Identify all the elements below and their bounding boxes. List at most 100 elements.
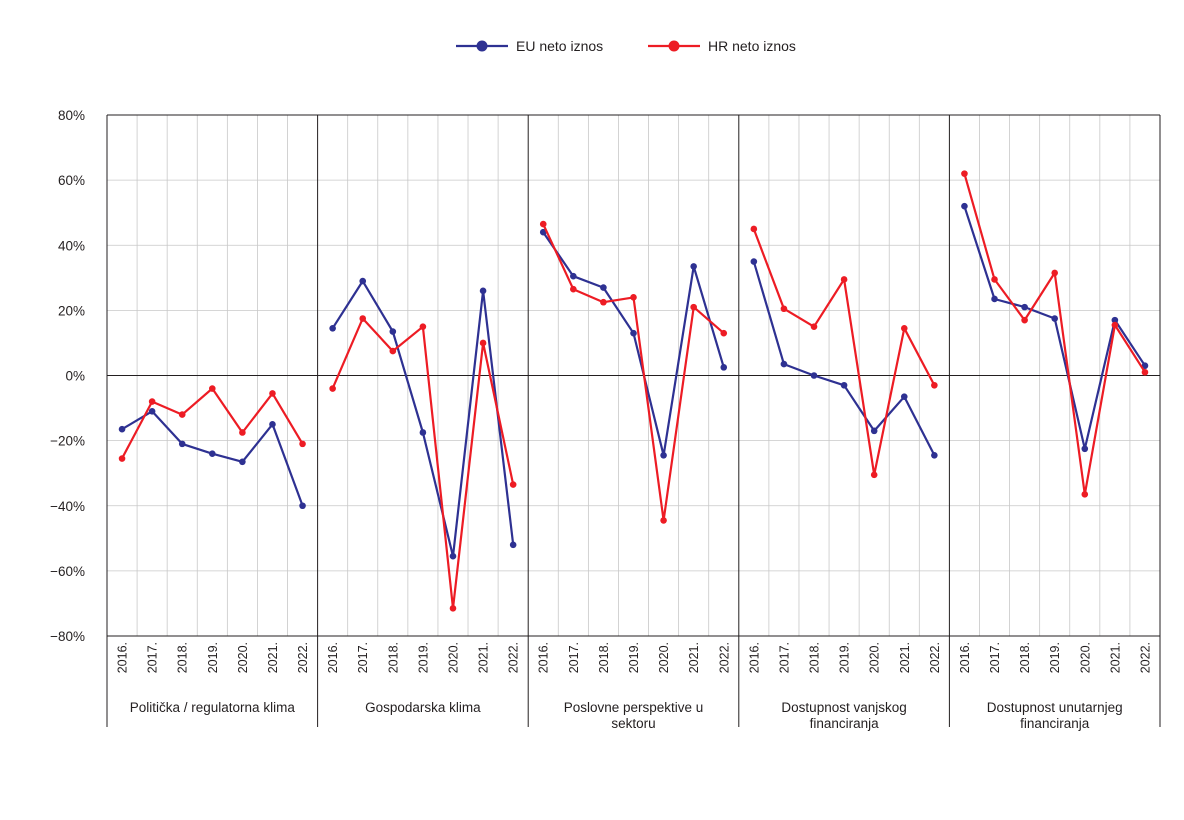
legend-hr-label: HR neto iznos <box>708 38 796 54</box>
x-tick-label: 2017. <box>146 642 160 673</box>
data-point-eu <box>961 202 968 210</box>
group-label: financiranja <box>1020 716 1090 731</box>
data-point-eu <box>931 451 938 459</box>
y-tick-label: 80% <box>58 108 85 123</box>
data-point-hr <box>1081 491 1089 498</box>
x-tick-label: 2016. <box>116 642 130 673</box>
series-line-hr <box>331 317 515 610</box>
x-tick-label: 2021. <box>1108 642 1122 673</box>
series-line-eu <box>963 205 1146 450</box>
data-point-eu <box>600 284 607 291</box>
series-line-hr <box>542 223 725 522</box>
x-axis-ticks: 2016. 2017. 2018. 2019. 2020. 2021. 2022. 2016.… <box>116 642 1153 673</box>
legend-eu-label: EU neto iznos <box>516 38 603 54</box>
data-point-hr <box>961 170 968 177</box>
x-tick-label: 2019. <box>206 642 220 673</box>
y-tick-label: −20% <box>50 434 85 449</box>
x-tick-label: 2019. <box>627 642 641 673</box>
data-point-eu <box>419 429 427 436</box>
data-point-eu <box>1111 316 1119 324</box>
group-label: Dostupnost vanjskog <box>781 700 906 715</box>
data-point-hr <box>178 411 186 418</box>
data-point-eu <box>720 364 728 371</box>
data-point-eu <box>1021 303 1028 311</box>
data-point-hr <box>780 305 788 313</box>
data-point-hr <box>931 381 938 389</box>
data-point-eu <box>299 502 306 510</box>
series-line-eu <box>331 280 515 558</box>
y-tick-label: 20% <box>58 303 85 318</box>
data-point-eu <box>1051 315 1058 322</box>
data-point-hr <box>209 385 216 392</box>
group-label: Dostupnost unutarnjeg <box>987 700 1123 715</box>
x-tick-label: 2018. <box>597 642 611 673</box>
y-tick-label: −40% <box>50 499 85 514</box>
data-point-eu <box>660 451 667 459</box>
group-label: sektoru <box>611 716 655 731</box>
data-point-eu <box>780 360 788 368</box>
data-point-eu <box>1081 445 1089 453</box>
x-tick-label: 2021. <box>687 642 701 673</box>
x-tick-label: 2016. <box>326 642 340 673</box>
data-point-eu <box>539 228 547 236</box>
data-point-eu <box>239 458 246 466</box>
y-axis-ticks: 80% 60% 40% 20% 0% −20% −40% −60% −80% <box>50 108 85 644</box>
data-point-eu <box>389 328 397 335</box>
data-point-eu <box>840 381 848 389</box>
data-point-hr <box>479 339 487 347</box>
x-tick-label: 2022. <box>1138 642 1152 673</box>
data-point-hr <box>359 315 367 322</box>
data-point-eu <box>329 324 336 332</box>
data-point-hr <box>991 276 998 283</box>
data-point-hr <box>1111 321 1119 329</box>
axes <box>106 114 1161 727</box>
x-tick-label: 2017. <box>988 642 1002 673</box>
data-point-hr <box>900 324 908 332</box>
data-point-hr <box>690 303 697 311</box>
legend-eu-marker <box>476 40 488 52</box>
series-lines <box>118 170 1149 612</box>
series-line-eu <box>752 261 936 456</box>
x-tick-label: 2021. <box>477 642 491 673</box>
data-point-hr <box>570 285 577 293</box>
data-point-hr <box>389 347 397 355</box>
data-point-hr <box>148 398 156 405</box>
data-point-hr <box>419 323 427 330</box>
data-point-hr <box>329 385 336 392</box>
data-point-eu <box>750 258 758 265</box>
data-point-hr <box>299 440 306 448</box>
x-tick-label: 2016. <box>537 642 551 673</box>
data-point-eu <box>359 277 367 285</box>
data-point-hr <box>750 225 758 233</box>
x-tick-label: 2017. <box>777 642 791 673</box>
x-tick-label: 2022. <box>507 642 521 673</box>
y-tick-label: 0% <box>65 369 85 384</box>
x-tick-label: 2020. <box>1078 642 1092 673</box>
data-point-hr <box>660 517 667 524</box>
group-label: Poslovne perspektive u <box>564 700 704 715</box>
data-point-hr <box>239 429 246 436</box>
group-label: Politička / regulatorna klima <box>130 700 296 715</box>
data-point-eu <box>178 440 186 448</box>
legend-hr-marker <box>668 40 680 52</box>
data-point-eu <box>870 427 878 435</box>
series-line-hr <box>963 173 1146 496</box>
data-point-hr <box>870 471 878 479</box>
x-tick-label: 2017. <box>567 642 581 673</box>
x-tick-label: 2018. <box>808 642 822 673</box>
x-tick-label: 2019. <box>838 642 852 673</box>
x-tick-label: 2022. <box>296 642 310 673</box>
data-point-eu <box>810 372 818 379</box>
x-tick-label: 2020. <box>446 642 460 673</box>
data-point-hr <box>720 329 728 337</box>
x-tick-label: 2017. <box>356 642 370 673</box>
data-point-eu <box>991 295 998 303</box>
data-point-eu <box>630 329 637 337</box>
data-point-hr <box>630 294 637 301</box>
x-tick-label: 2022. <box>717 642 731 673</box>
data-point-hr <box>118 455 126 462</box>
data-point-hr <box>840 276 848 283</box>
data-point-eu <box>570 272 577 280</box>
data-point-hr <box>449 605 457 612</box>
